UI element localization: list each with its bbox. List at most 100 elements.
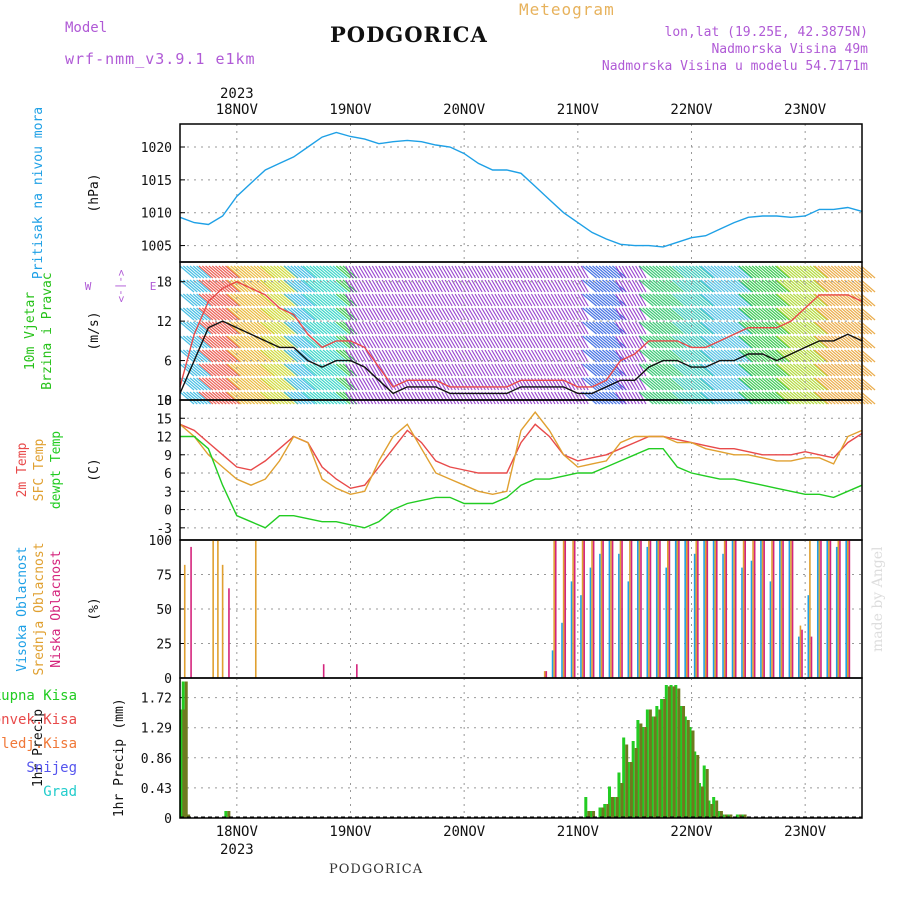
wind-barb xyxy=(240,349,256,363)
wind-barb xyxy=(385,335,394,349)
wind-barb xyxy=(263,265,279,279)
wind-barb xyxy=(381,307,390,321)
wind-barb xyxy=(631,293,640,307)
wind-barb xyxy=(421,335,430,349)
wind-barb xyxy=(789,265,805,279)
wind-barb xyxy=(827,293,843,307)
wind-barb xyxy=(812,363,828,377)
wind-barb xyxy=(189,335,205,349)
wind-barb xyxy=(438,321,447,335)
wind-barb xyxy=(290,377,306,391)
wind-barb xyxy=(598,335,614,349)
wind-barb xyxy=(830,293,846,307)
wind-barb xyxy=(431,391,440,405)
wind-barb xyxy=(501,307,510,321)
wind-barb xyxy=(688,349,704,363)
wind-barb xyxy=(741,307,757,321)
precip-bar xyxy=(644,727,648,818)
wind-barb xyxy=(306,293,321,307)
wind-barb xyxy=(618,391,627,405)
wind-barb xyxy=(665,391,681,405)
wind-barb xyxy=(727,307,742,321)
wind-barb xyxy=(394,293,404,307)
wind-barb xyxy=(240,363,256,377)
wind-barb xyxy=(302,279,318,293)
wind-barb xyxy=(467,307,476,321)
wind-barb xyxy=(595,321,611,335)
wind-barb xyxy=(628,279,637,293)
wind-barb xyxy=(672,349,687,363)
wind-barb xyxy=(642,307,658,321)
wind-barb xyxy=(840,391,856,405)
wind-barb xyxy=(860,321,876,335)
wind-barb xyxy=(408,307,417,321)
wind-barb xyxy=(474,293,483,307)
wind-barb xyxy=(635,377,644,391)
cloud-bar xyxy=(734,540,737,678)
wind-barb xyxy=(615,279,624,293)
wind-barb xyxy=(511,307,520,321)
cloud-bar xyxy=(846,540,849,678)
wind-barb xyxy=(748,265,764,279)
cloud-bar xyxy=(829,540,832,678)
wind-barb xyxy=(325,377,341,391)
wind-barb xyxy=(628,349,637,363)
wind-barb xyxy=(464,377,473,391)
wind-barb xyxy=(391,363,400,377)
unit-label: (%) xyxy=(87,597,102,620)
precip-bar xyxy=(716,811,720,818)
wind-barb xyxy=(820,321,836,335)
wind-barb xyxy=(398,279,407,293)
wind-barb xyxy=(306,349,321,363)
y-axis-label: Srednja Oblacnost xyxy=(32,542,47,675)
wind-barb xyxy=(270,349,285,363)
wind-barb xyxy=(287,335,302,349)
wind-barb xyxy=(776,377,792,391)
wind-barb xyxy=(648,391,664,405)
wind-barb xyxy=(809,349,825,363)
wind-barb xyxy=(618,349,627,363)
wind-barb xyxy=(768,391,784,405)
wind-barb xyxy=(668,391,684,405)
wind-barb xyxy=(688,363,704,377)
wind-barb xyxy=(668,349,684,363)
wind-barb xyxy=(474,363,483,377)
wind-barb xyxy=(786,349,802,363)
cloud-bar xyxy=(665,567,668,678)
wind-barb xyxy=(837,363,853,377)
cloud-bar xyxy=(810,636,813,678)
wind-barb xyxy=(375,349,384,363)
wind-barb xyxy=(329,335,345,349)
wind-barb xyxy=(655,307,671,321)
wind-barb xyxy=(668,265,684,279)
wind-barb xyxy=(774,307,790,321)
wind-barb xyxy=(306,335,321,349)
wind-barb xyxy=(481,321,490,335)
wind-barb xyxy=(837,321,853,335)
wind-barb xyxy=(520,335,529,349)
wind-barb xyxy=(421,391,430,405)
cloud-bar xyxy=(695,540,698,678)
wind-barb xyxy=(761,279,777,293)
wind-barb xyxy=(700,321,716,335)
wind-barb xyxy=(201,265,217,279)
wind-barb xyxy=(745,307,760,321)
y-tick-label: 1.72 xyxy=(141,692,172,707)
wind-barb xyxy=(730,321,746,335)
wind-barb xyxy=(567,363,576,377)
wind-barb xyxy=(494,363,503,377)
wind-barb xyxy=(544,363,553,377)
wind-barb xyxy=(615,307,624,321)
wind-barb xyxy=(570,321,579,335)
wind-barb xyxy=(695,391,711,405)
wind-barb xyxy=(768,335,784,349)
wind-barb xyxy=(570,335,579,349)
wind-barb xyxy=(497,321,506,335)
wind-barb xyxy=(730,377,746,391)
wind-barb xyxy=(444,293,453,307)
wind-barb xyxy=(438,391,447,405)
wind-barb xyxy=(655,377,671,391)
wind-barb xyxy=(221,293,237,307)
wind-barb xyxy=(448,363,457,377)
wind-barb xyxy=(322,279,338,293)
